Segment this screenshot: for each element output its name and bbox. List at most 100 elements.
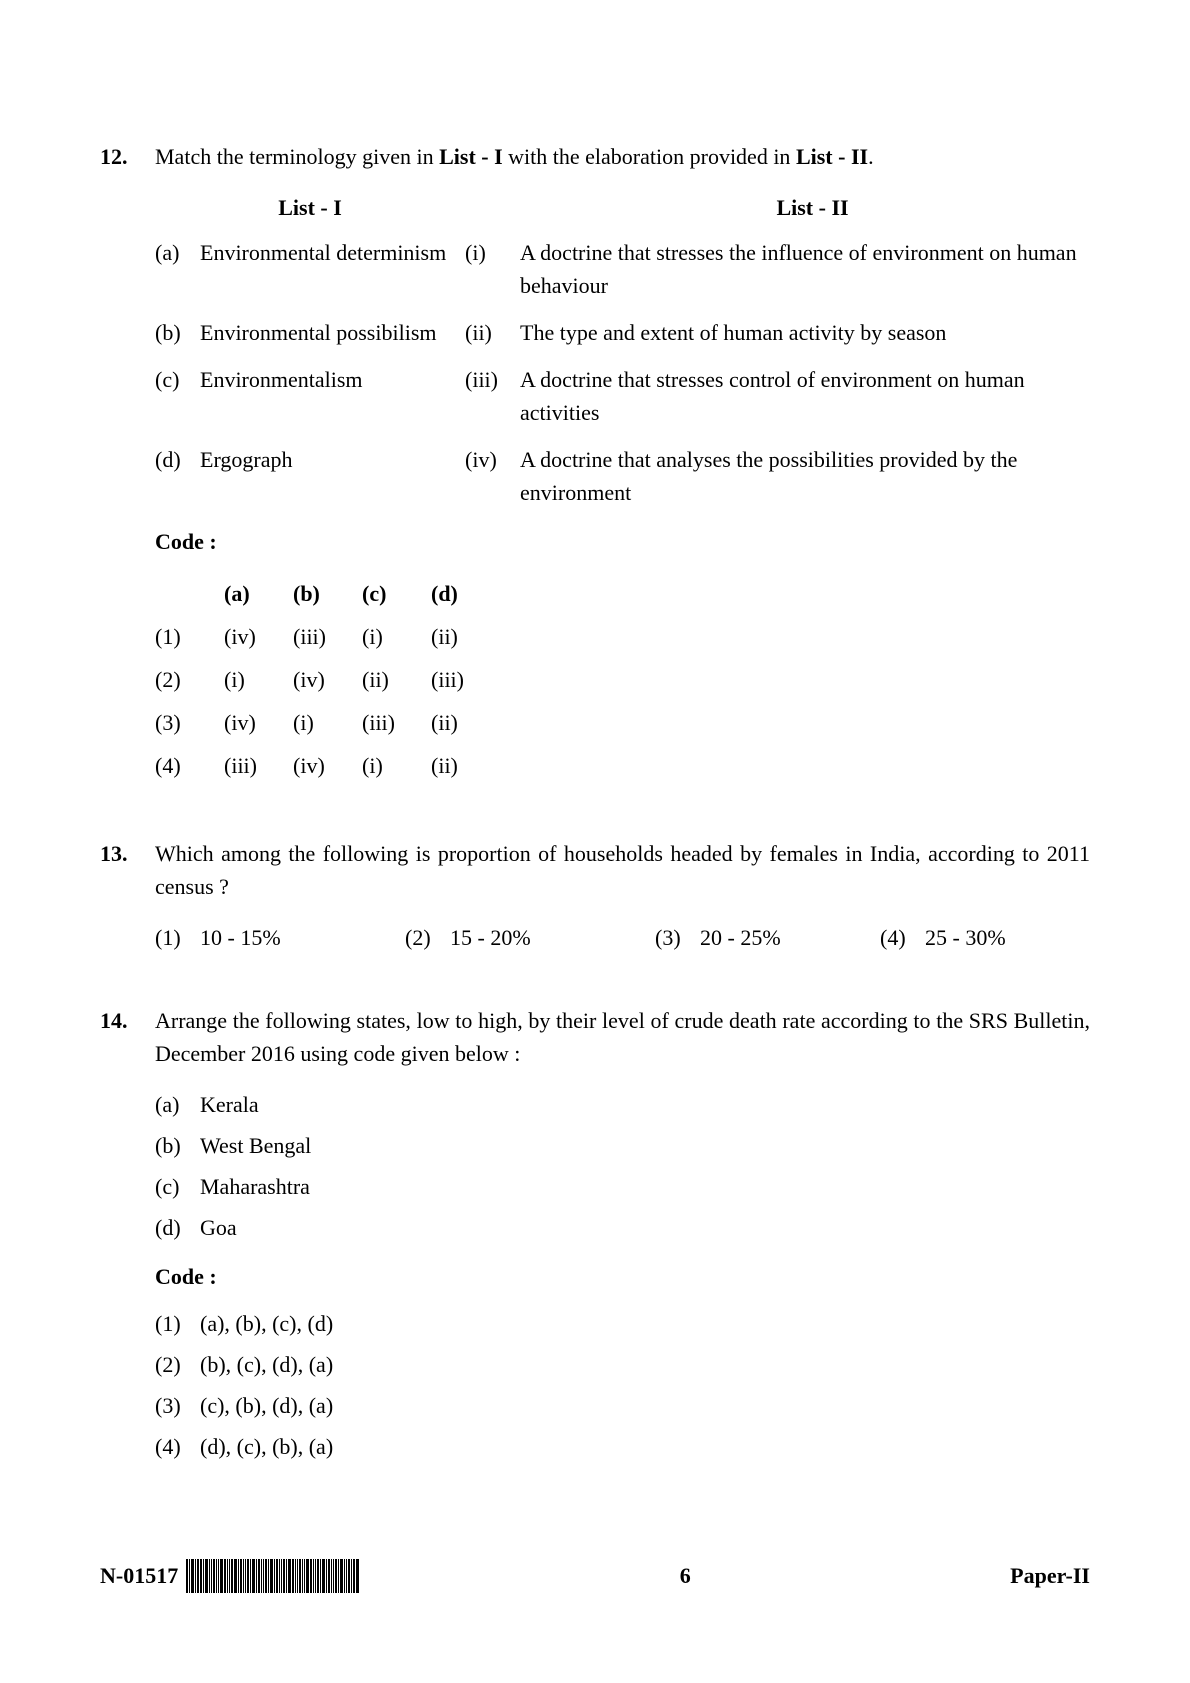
list-headers: List - I List - II <box>155 191 1090 224</box>
option-text: (a), (b), (c), (d) <box>200 1307 333 1340</box>
text-fragment: . <box>868 144 874 169</box>
option: (1)(a), (b), (c), (d) <box>155 1307 1090 1340</box>
code-cell: (2) <box>155 658 224 701</box>
match-label: (i) <box>465 236 520 269</box>
match-row: (a) Environmental determinism (i) A doct… <box>155 236 1090 302</box>
question-number: 12. <box>100 140 155 787</box>
match-label: (c) <box>155 363 200 396</box>
question-14: 14. Arrange the following states, low to… <box>100 1004 1090 1471</box>
match-text: Environmental determinism <box>200 236 465 269</box>
option-text: (c), (b), (d), (a) <box>200 1389 333 1422</box>
question-body: Arrange the following states, low to hig… <box>155 1004 1090 1471</box>
code-label: Code : <box>155 1260 1090 1293</box>
code-table: (a) (b) (c) (d) (1)(iv)(iii)(i)(ii) (2)(… <box>155 572 500 787</box>
match-label: (b) <box>155 316 200 349</box>
code-cell: (iii) <box>362 701 431 744</box>
match-label: (ii) <box>465 316 520 349</box>
options-row: (1) 10 - 15% (2) 15 - 20% (3) 20 - 25% (… <box>155 921 1090 954</box>
list-2-header: List - II <box>535 191 1090 224</box>
item-text: West Bengal <box>200 1129 311 1162</box>
match-text: A doctrine that analyses the possibiliti… <box>520 443 1090 509</box>
item-label: (b) <box>155 1129 200 1162</box>
option: (4)(d), (c), (b), (a) <box>155 1430 1090 1463</box>
code-cell: (iii) <box>224 744 293 787</box>
option-number: (4) <box>155 1430 200 1463</box>
item-list: (a)Kerala (b)West Bengal (c)Maharashtra … <box>155 1088 1090 1244</box>
page-number: 6 <box>360 1563 1010 1589</box>
match-label: (iii) <box>465 363 520 396</box>
code-row: (4)(iii)(iv)(i)(ii) <box>155 744 500 787</box>
code-cell: (d) <box>431 572 500 615</box>
question-text: Match the terminology given in List - I … <box>155 140 1090 173</box>
match-text: The type and extent of human activity by… <box>520 316 1090 349</box>
question-text: Arrange the following states, low to hig… <box>155 1004 1090 1070</box>
match-label: (iv) <box>465 443 520 476</box>
code-cell: (b) <box>293 572 362 615</box>
option-text: (d), (c), (b), (a) <box>200 1430 333 1463</box>
option-text: 15 - 20% <box>450 921 531 954</box>
question-body: Which among the following is proportion … <box>155 837 1090 954</box>
code-cell: (ii) <box>431 615 500 658</box>
code-cell: (c) <box>362 572 431 615</box>
match-text: A doctrine that stresses the influence o… <box>520 236 1090 302</box>
list-1-header: List - I <box>155 191 465 224</box>
option-text: 10 - 15% <box>200 921 281 954</box>
code-label: Code : <box>155 525 1090 558</box>
code-cell: (i) <box>362 744 431 787</box>
code-cell: (iii) <box>293 615 362 658</box>
match-row: (b) Environmental possibilism (ii) The t… <box>155 316 1090 349</box>
code-cell: (4) <box>155 744 224 787</box>
code-cell: (ii) <box>362 658 431 701</box>
list-item: (b)West Bengal <box>155 1129 1090 1162</box>
option-text: 20 - 25% <box>700 921 781 954</box>
option-number: (1) <box>155 1307 200 1340</box>
code-row: (2)(i)(iv)(ii)(iii) <box>155 658 500 701</box>
list-item: (d)Goa <box>155 1211 1090 1244</box>
match-label: (d) <box>155 443 200 476</box>
option-number: (1) <box>155 921 200 954</box>
option-number: (3) <box>155 1389 200 1422</box>
match-text: A doctrine that stresses control of envi… <box>520 363 1090 429</box>
code-header-row: (a) (b) (c) (d) <box>155 572 500 615</box>
option: (3)(c), (b), (d), (a) <box>155 1389 1090 1422</box>
question-number: 13. <box>100 837 155 954</box>
option-number: (4) <box>880 921 925 954</box>
code-cell: (iv) <box>224 701 293 744</box>
item-text: Kerala <box>200 1088 259 1121</box>
paper-code: N-01517 <box>100 1563 178 1589</box>
text-fragment: with the elaboration provided in <box>503 144 796 169</box>
option-text: (b), (c), (d), (a) <box>200 1348 333 1381</box>
code-cell: (i) <box>362 615 431 658</box>
code-row: (3)(iv)(i)(iii)(ii) <box>155 701 500 744</box>
option-number: (2) <box>155 1348 200 1381</box>
list-item: (a)Kerala <box>155 1088 1090 1121</box>
item-label: (a) <box>155 1088 200 1121</box>
code-cell: (1) <box>155 615 224 658</box>
list-item: (c)Maharashtra <box>155 1170 1090 1203</box>
option-text: 25 - 30% <box>925 921 1006 954</box>
question-text: Which among the following is proportion … <box>155 837 1090 903</box>
code-cell: (iv) <box>293 744 362 787</box>
match-text: Environmental possibilism <box>200 316 465 349</box>
code-row: (1)(iv)(iii)(i)(ii) <box>155 615 500 658</box>
item-label: (c) <box>155 1170 200 1203</box>
code-cell <box>155 572 224 615</box>
code-cell: (i) <box>293 701 362 744</box>
question-body: Match the terminology given in List - I … <box>155 140 1090 787</box>
barcode-icon <box>186 1559 360 1593</box>
match-row: (d) Ergograph (iv) A doctrine that analy… <box>155 443 1090 509</box>
option: (2)(b), (c), (d), (a) <box>155 1348 1090 1381</box>
code-cell: (ii) <box>431 744 500 787</box>
match-row: (c) Environmentalism (iii) A doctrine th… <box>155 363 1090 429</box>
item-text: Maharashtra <box>200 1170 310 1203</box>
match-label: (a) <box>155 236 200 269</box>
option: (4) 25 - 30% <box>880 921 1080 954</box>
option: (3) 20 - 25% <box>655 921 880 954</box>
item-label: (d) <box>155 1211 200 1244</box>
match-text: Environmentalism <box>200 363 465 396</box>
code-cell: (i) <box>224 658 293 701</box>
option: (2) 15 - 20% <box>405 921 655 954</box>
paper-label: Paper-II <box>1010 1563 1090 1589</box>
exam-page: 12. Match the terminology given in List … <box>0 0 1190 1471</box>
item-text: Goa <box>200 1211 237 1244</box>
